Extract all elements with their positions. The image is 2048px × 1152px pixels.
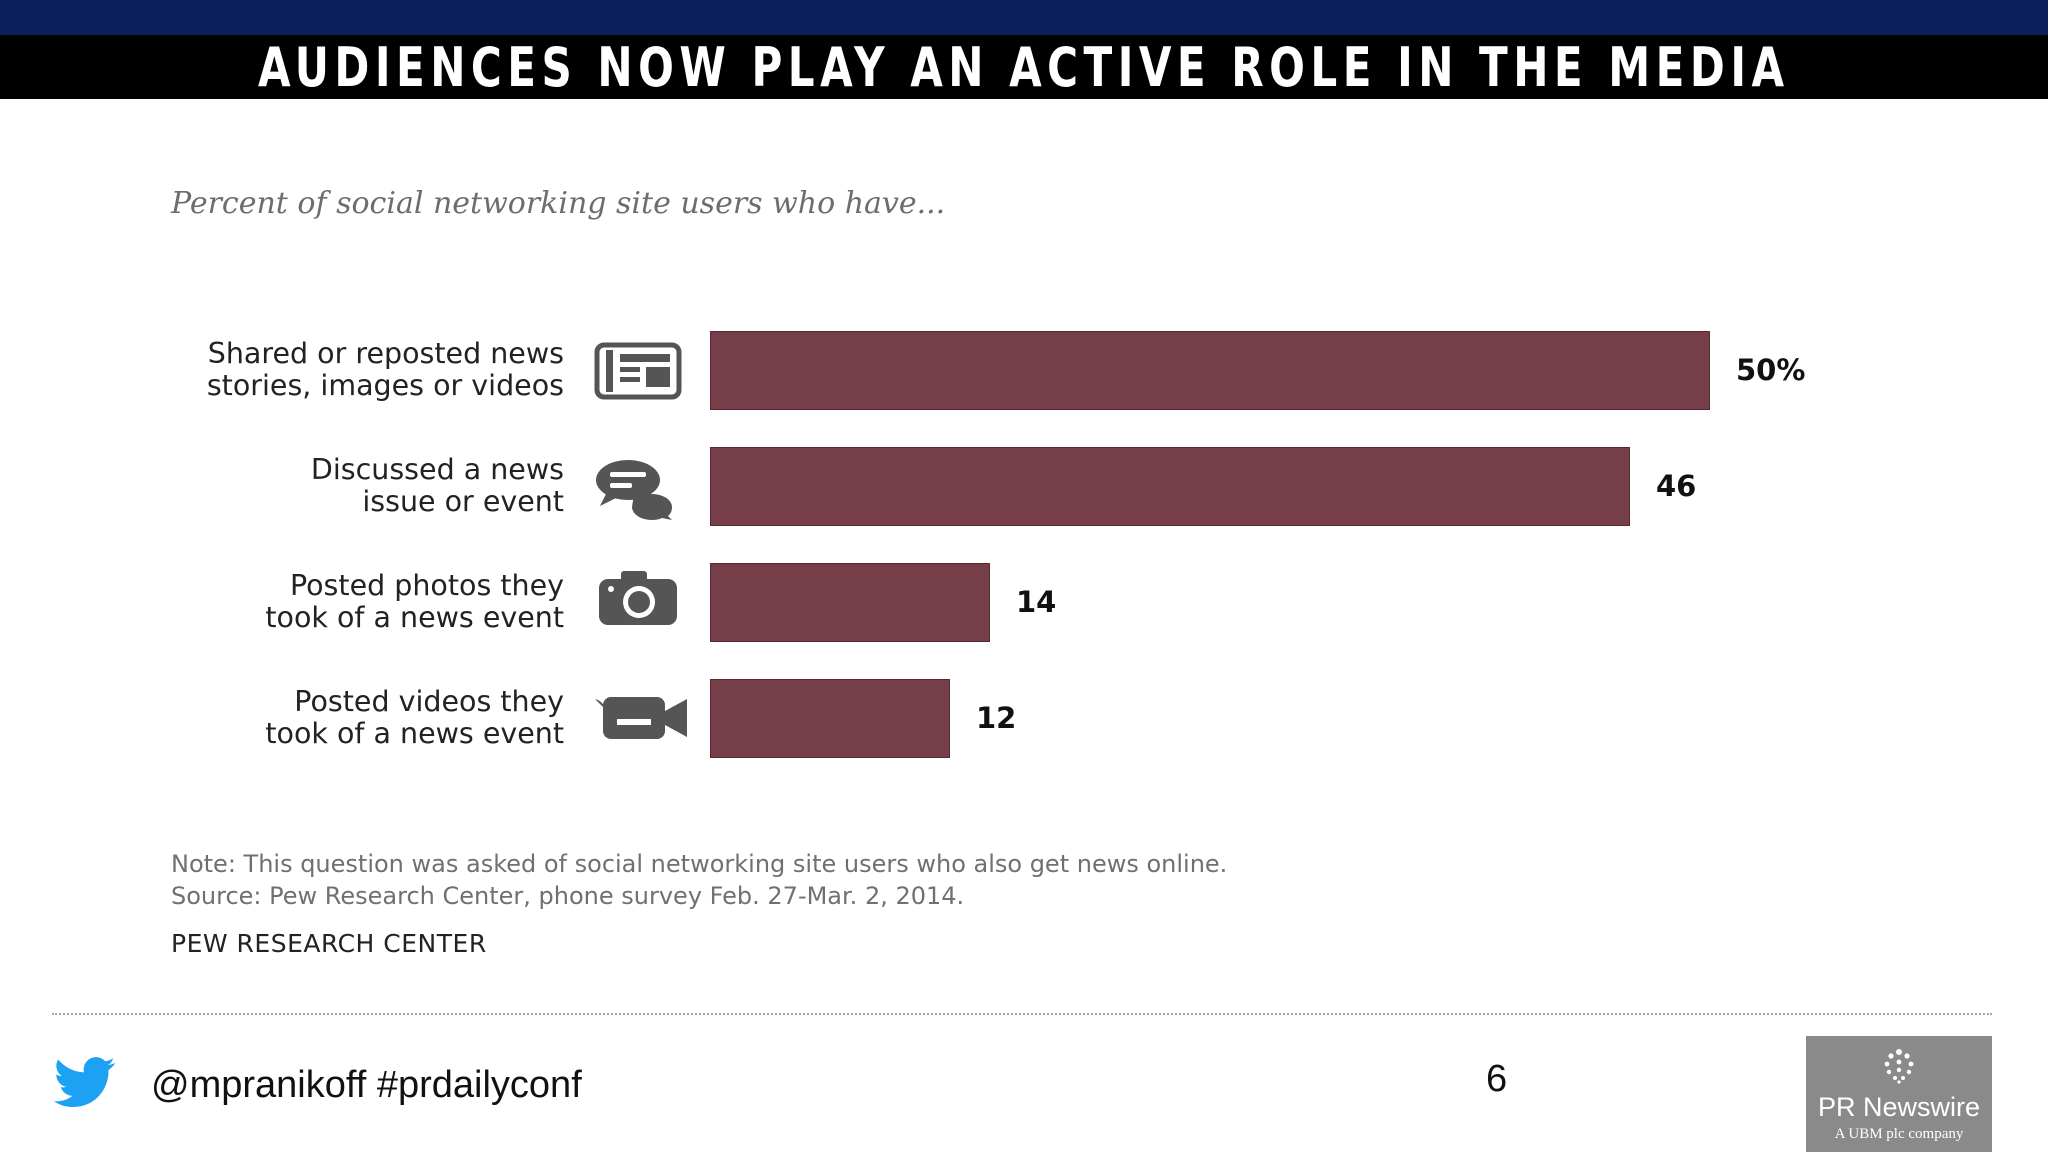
category-label-line: stories, images or videos <box>206 369 564 402</box>
bar <box>710 447 1630 526</box>
logo-tagline: A UBM plc company <box>1834 1126 1964 1142</box>
value-label: 12 <box>976 701 1017 735</box>
newspaper-icon <box>594 342 682 405</box>
category-label-line: Shared or reposted news <box>207 337 564 370</box>
camera-icon <box>597 569 679 632</box>
video-camera-icon <box>593 693 689 748</box>
category-label: Discussed a news issue or event <box>124 454 564 518</box>
category-label: Posted photos they took of a news event <box>124 570 564 634</box>
twitter-handle: @mpranikoff #prdailyconf <box>151 1064 582 1106</box>
slide-title: AUDIENCES NOW PLAY AN ACTIVE ROLE IN THE… <box>258 35 1790 99</box>
category-label-line: issue or event <box>362 485 564 518</box>
source-organization: PEW RESEARCH CENTER <box>171 929 487 958</box>
category-label-line: Discussed a news <box>310 453 564 486</box>
category-label-line: took of a news event <box>265 717 564 750</box>
chart-subtitle: Percent of social networking site users … <box>171 186 946 221</box>
chart-note: Note: This question was asked of social … <box>171 848 1227 912</box>
pr-newswire-mark-icon <box>1884 1049 1914 1084</box>
category-label-line: Posted videos they <box>294 685 564 718</box>
source-line: Source: Pew Research Center, phone surve… <box>171 882 965 910</box>
category-label: Shared or reposted news stories, images o… <box>124 338 564 402</box>
title-bar: AUDIENCES NOW PLAY AN ACTIVE ROLE IN THE… <box>0 35 2048 99</box>
category-label-line: Posted photos they <box>289 569 564 602</box>
value-label: 50% <box>1736 353 1806 387</box>
top-color-band <box>0 0 2048 35</box>
twitter-bird-icon <box>54 1057 115 1108</box>
bar <box>710 563 990 642</box>
logo-name: PR Newswire <box>1817 1092 1981 1122</box>
note-line: Note: This question was asked of social … <box>171 850 1228 878</box>
page-number: 6 <box>1486 1058 1508 1100</box>
value-label: 46 <box>1656 469 1697 503</box>
category-label: Posted videos they took of a news event <box>124 686 564 750</box>
bar <box>710 679 950 758</box>
value-label: 14 <box>1016 585 1057 619</box>
pr-newswire-logo: PR Newswire A UBM plc company <box>1806 1036 1992 1152</box>
footer-divider <box>52 1013 1992 1015</box>
category-label-line: took of a news event <box>265 601 564 634</box>
bar <box>710 331 1710 410</box>
speech-bubbles-icon <box>594 458 676 525</box>
